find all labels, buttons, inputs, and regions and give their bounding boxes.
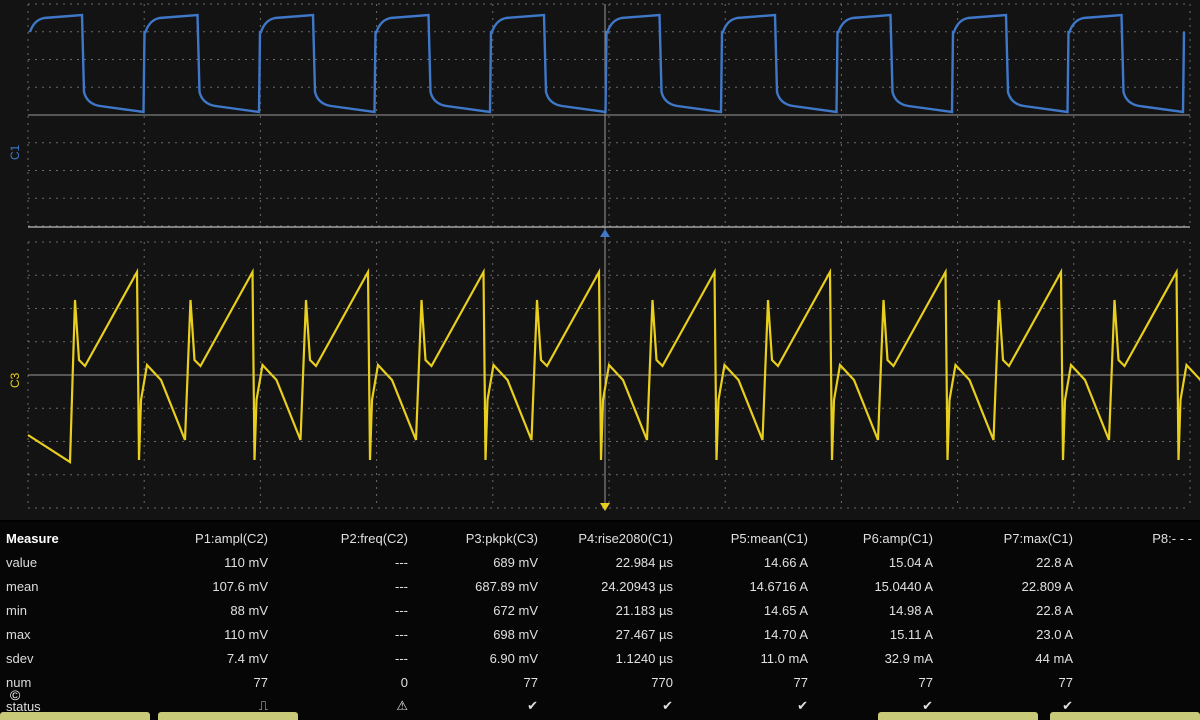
- measure-cell: 77: [1058, 674, 1073, 690]
- measurement-row-status: status ⎍ ⚠ ✔ ✔ ✔ ✔ ✔: [6, 694, 1200, 718]
- measure-cell: 77: [523, 674, 538, 690]
- measure-cell: 770: [651, 674, 673, 690]
- measure-cell: 22.8 A: [1036, 554, 1073, 570]
- measure-cell: 23.0 A: [1036, 626, 1073, 642]
- measure-cell: ---: [395, 554, 408, 570]
- measure-cell: ✔: [527, 698, 538, 713]
- measure-cell: 77: [793, 674, 808, 690]
- bottom-tab[interactable]: [158, 712, 298, 720]
- row-label: value: [6, 554, 38, 570]
- row-label: status: [6, 698, 41, 714]
- measure-cell: 1.1240 µs: [615, 650, 673, 666]
- measure-cell: [1081, 598, 1200, 622]
- measure-cell: 6.90 mV: [489, 650, 538, 666]
- measurement-row-mean: mean 107.6 mV --- 687.89 mV 24.20943 µs 14.67…: [6, 574, 1200, 598]
- measure-cell: ---: [395, 578, 408, 594]
- measurement-row-value: value 110 mV --- 689 mV 22.984 µs 14.66 A 15.0…: [6, 550, 1200, 574]
- bottom-tab[interactable]: [878, 712, 1038, 720]
- measure-cell: 7.4 mV: [226, 650, 268, 666]
- p8-header[interactable]: P8:- - -: [1152, 530, 1192, 546]
- measure-cell: 14.70 A: [763, 626, 808, 642]
- channel-c3-label[interactable]: C3: [8, 372, 22, 388]
- measure-cell: 27.467 µs: [615, 626, 673, 642]
- measure-cell: 687.89 mV: [475, 578, 538, 594]
- measure-cell: ⚠: [396, 698, 408, 713]
- measure-cell: 110 mV: [224, 626, 268, 642]
- copyright-mark: ©: [10, 687, 21, 703]
- p5-header[interactable]: P5:mean(C1): [730, 530, 808, 546]
- measure-cell: 14.98 A: [888, 602, 933, 618]
- bottom-tab-strip: [0, 712, 1200, 720]
- measurement-row-sdev: sdev 7.4 mV --- 6.90 mV 1.1240 µs 11.0 mA 32.9…: [6, 646, 1200, 670]
- measure-cell: 14.65 A: [763, 602, 808, 618]
- measure-cell: 14.6716 A: [749, 578, 808, 594]
- measure-cell: 77: [918, 674, 933, 690]
- measure-cell: ✔: [797, 698, 808, 713]
- measure-cell: [1081, 550, 1200, 574]
- measure-cell: ⎍: [258, 698, 268, 713]
- measure-cell: 15.11 A: [889, 626, 933, 642]
- p2-header[interactable]: P2:freq(C2): [340, 530, 408, 546]
- measure-cell: 24.20943 µs: [601, 578, 673, 594]
- measure-cell: 15.0440 A: [874, 578, 933, 594]
- c1-trace: [28, 13, 1186, 114]
- measure-cell: 21.183 µs: [615, 602, 673, 618]
- p1-header[interactable]: P1:ampl(C2): [195, 530, 268, 546]
- measure-cell: 672 mV: [493, 602, 538, 618]
- measurement-table-panel: Measure P1:ampl(C2) P2:freq(C2) P3:pkpk(…: [0, 522, 1200, 720]
- measure-cell: ✔: [662, 698, 673, 713]
- measurement-row-min: min 88 mV --- 672 mV 21.183 µs 14.65 A 14.98 A…: [6, 598, 1200, 622]
- measure-header: Measure: [6, 530, 59, 546]
- measure-cell: 22.8 A: [1036, 602, 1073, 618]
- measurement-header-row: Measure P1:ampl(C2) P2:freq(C2) P3:pkpk(…: [6, 526, 1200, 550]
- measure-cell: 88 mV: [230, 602, 268, 618]
- measure-cell: 44 mA: [1035, 650, 1073, 666]
- p4-header[interactable]: P4:rise2080(C1): [578, 530, 673, 546]
- measure-cell: 32.9 mA: [884, 650, 933, 666]
- measure-cell: 689 mV: [493, 554, 538, 570]
- measurement-table: Measure P1:ampl(C2) P2:freq(C2) P3:pkpk(…: [6, 526, 1200, 718]
- row-label: mean: [6, 578, 39, 594]
- measure-cell: ✔: [1062, 698, 1073, 713]
- row-label: max: [6, 626, 31, 642]
- row-label: min: [6, 602, 27, 618]
- oscilloscope-display: C1 C3: [0, 0, 1200, 520]
- bottom-tab[interactable]: [1050, 712, 1200, 720]
- p3-header[interactable]: P3:pkpk(C3): [465, 530, 538, 546]
- measure-cell: [1081, 646, 1200, 670]
- measure-cell: 22.984 µs: [615, 554, 673, 570]
- measure-cell: ✔: [922, 698, 933, 713]
- channel-c1-label[interactable]: C1: [8, 144, 22, 160]
- p6-header[interactable]: P6:amp(C1): [862, 530, 933, 546]
- measurement-row-max: max 110 mV --- 698 mV 27.467 µs 14.70 A 15.11 …: [6, 622, 1200, 646]
- measure-cell: ---: [395, 650, 408, 666]
- measure-cell: 11.0 mA: [760, 650, 808, 666]
- measure-cell: 15.04 A: [888, 554, 933, 570]
- measure-cell: ---: [395, 602, 408, 618]
- measure-cell: [1081, 574, 1200, 598]
- measure-cell: 14.66 A: [763, 554, 808, 570]
- measure-cell: 698 mV: [493, 626, 538, 642]
- row-label: sdev: [6, 650, 34, 666]
- measure-cell: 22.809 A: [1021, 578, 1073, 594]
- measure-cell: 0: [400, 674, 408, 690]
- c3-trace: [27, 267, 1200, 464]
- measure-cell: 77: [253, 674, 268, 690]
- trigger-marker-c1: [600, 229, 610, 237]
- measure-cell: [1081, 670, 1200, 694]
- measure-cell: ---: [395, 626, 408, 642]
- bottom-tab[interactable]: [0, 712, 150, 720]
- measure-cell: 107.6 mV: [212, 578, 268, 594]
- row-label: num: [6, 674, 32, 690]
- trigger-marker-c3: [600, 503, 610, 511]
- measurement-row-num: num 77 0 77 770 77 77 77: [6, 670, 1200, 694]
- measure-cell: [1081, 622, 1200, 646]
- p7-header[interactable]: P7:max(C1): [1003, 530, 1073, 546]
- measure-cell: 110 mV: [224, 554, 268, 570]
- waveform-grid: [27, 3, 1200, 511]
